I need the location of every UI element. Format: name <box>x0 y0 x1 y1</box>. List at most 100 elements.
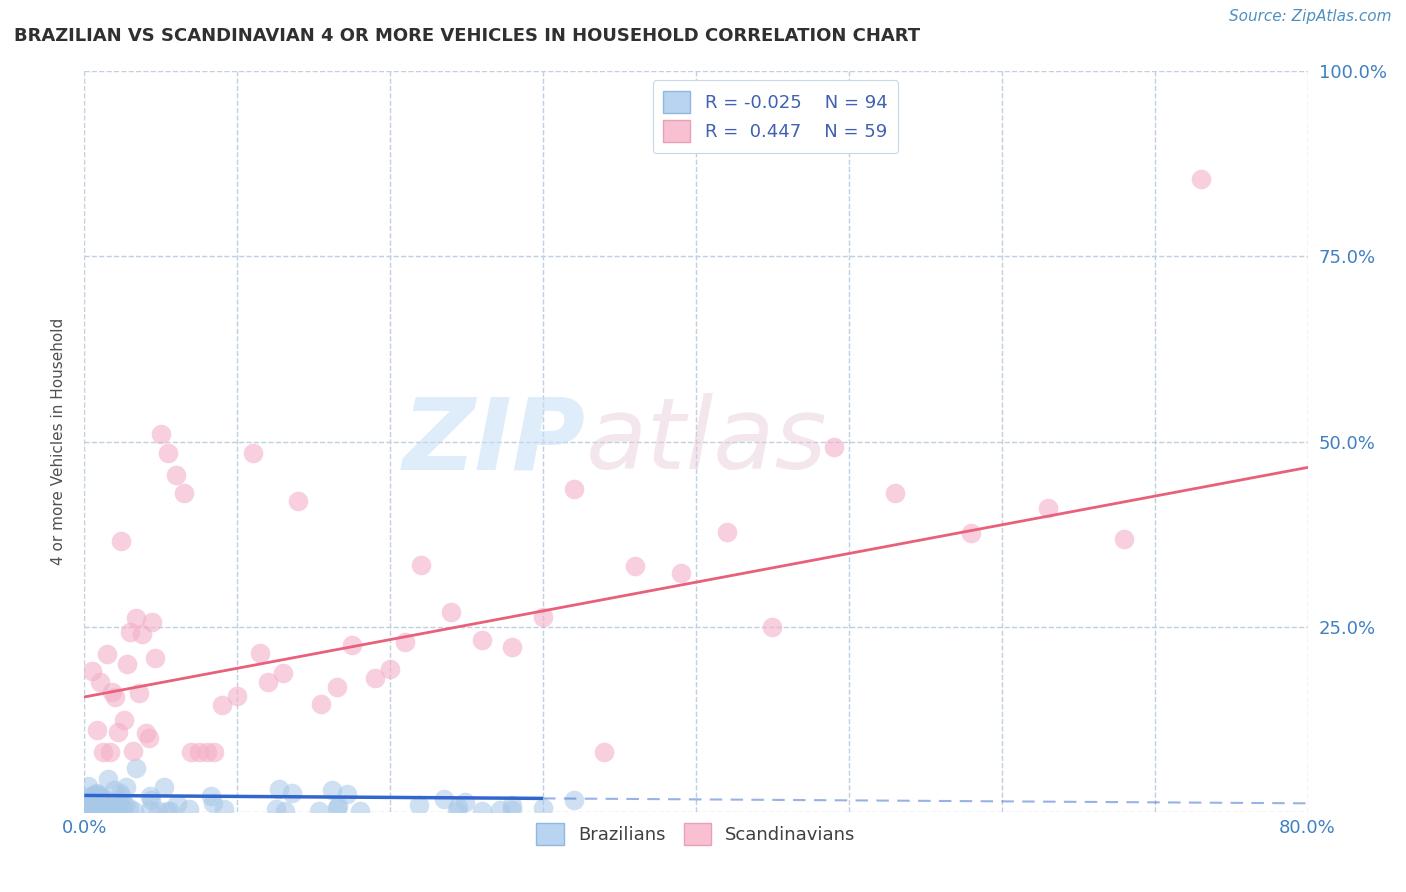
Point <box>502 797 524 812</box>
Point <box>107 725 129 739</box>
Text: Source: ZipAtlas.com: Source: ZipAtlas.com <box>1229 9 1392 24</box>
Point <box>89 797 111 812</box>
Point <box>287 493 309 508</box>
Point <box>98 746 121 760</box>
Point <box>960 526 983 541</box>
Point <box>91 797 114 811</box>
Point <box>104 804 127 818</box>
Point <box>271 665 294 680</box>
Point <box>98 804 121 818</box>
Point <box>531 610 554 624</box>
Point <box>75 793 97 807</box>
Point <box>108 786 131 800</box>
Point <box>80 789 103 804</box>
Point <box>308 804 330 818</box>
Point <box>179 802 201 816</box>
Point <box>166 797 188 811</box>
Point <box>86 789 108 804</box>
Point <box>264 802 287 816</box>
Y-axis label: 4 or more Vehicles in Household: 4 or more Vehicles in Household <box>51 318 66 566</box>
Point <box>489 803 512 817</box>
Point <box>114 797 136 812</box>
Point <box>180 746 202 760</box>
Point <box>138 731 160 746</box>
Point <box>446 804 468 818</box>
Point <box>91 746 114 760</box>
Point <box>335 787 357 801</box>
Point <box>93 802 115 816</box>
Point <box>93 795 115 809</box>
Point <box>257 675 280 690</box>
Point <box>326 801 349 815</box>
Point <box>212 802 235 816</box>
Point <box>80 801 103 815</box>
Point <box>409 558 432 572</box>
Point <box>107 801 129 815</box>
Point <box>98 799 121 814</box>
Point <box>153 780 176 794</box>
Point <box>274 804 297 818</box>
Point <box>110 534 132 549</box>
Point <box>94 799 117 814</box>
Point <box>321 783 343 797</box>
Point <box>89 804 111 818</box>
Point <box>101 804 124 818</box>
Point <box>93 790 115 805</box>
Point <box>75 800 97 814</box>
Point <box>80 664 103 678</box>
Point <box>143 650 166 665</box>
Point <box>87 790 110 805</box>
Point <box>77 780 100 794</box>
Point <box>531 801 554 815</box>
Point <box>86 723 108 737</box>
Point <box>433 791 456 805</box>
Point <box>156 804 179 818</box>
Point <box>131 626 153 640</box>
Point <box>593 746 616 760</box>
Point <box>104 690 127 705</box>
Point <box>211 698 233 712</box>
Point <box>90 804 112 818</box>
Point <box>562 482 585 496</box>
Point <box>83 797 105 811</box>
Point <box>502 803 524 817</box>
Point <box>122 744 145 758</box>
Point <box>135 726 157 740</box>
Point <box>340 638 363 652</box>
Point <box>110 790 132 805</box>
Point <box>128 686 150 700</box>
Point <box>502 640 524 654</box>
Point <box>104 795 127 809</box>
Text: BRAZILIAN VS SCANDINAVIAN 4 OR MORE VEHICLES IN HOUSEHOLD CORRELATION CHART: BRAZILIAN VS SCANDINAVIAN 4 OR MORE VEHI… <box>14 27 920 45</box>
Point <box>311 697 333 711</box>
Point <box>89 803 111 817</box>
Point <box>1189 171 1212 186</box>
Text: ZIP: ZIP <box>404 393 586 490</box>
Point <box>94 804 117 818</box>
Point <box>86 803 108 817</box>
Point <box>281 786 304 800</box>
Point <box>326 799 349 814</box>
Point <box>267 781 290 796</box>
Point <box>82 803 104 817</box>
Point <box>716 524 738 539</box>
Point <box>75 794 97 808</box>
Point <box>471 632 494 647</box>
Point <box>87 788 110 802</box>
Point <box>105 803 128 817</box>
Point <box>76 804 98 818</box>
Point <box>226 689 249 703</box>
Point <box>454 795 477 809</box>
Point <box>83 790 105 805</box>
Point <box>115 657 138 672</box>
Text: atlas: atlas <box>586 393 828 490</box>
Point <box>120 624 142 639</box>
Legend: Brazilians, Scandinavians: Brazilians, Scandinavians <box>527 814 865 855</box>
Point <box>75 799 97 814</box>
Point <box>94 804 117 818</box>
Point <box>408 798 430 813</box>
Point <box>349 804 371 818</box>
Point <box>79 802 101 816</box>
Point <box>242 445 264 459</box>
Point <box>195 746 218 760</box>
